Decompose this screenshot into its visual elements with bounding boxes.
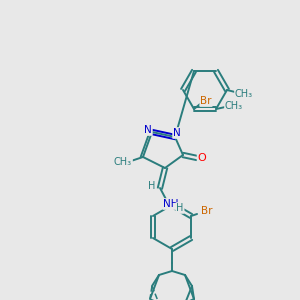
Text: H: H bbox=[148, 181, 156, 191]
Text: N: N bbox=[173, 128, 181, 138]
Text: N: N bbox=[144, 125, 152, 135]
Text: NH: NH bbox=[163, 199, 179, 209]
Text: CH₃: CH₃ bbox=[235, 89, 253, 99]
Text: Br: Br bbox=[201, 206, 213, 216]
Text: H: H bbox=[176, 203, 184, 213]
Text: CH₃: CH₃ bbox=[225, 101, 243, 111]
Text: O: O bbox=[198, 153, 206, 163]
Text: Br: Br bbox=[200, 96, 212, 106]
Text: CH₃: CH₃ bbox=[114, 157, 132, 167]
